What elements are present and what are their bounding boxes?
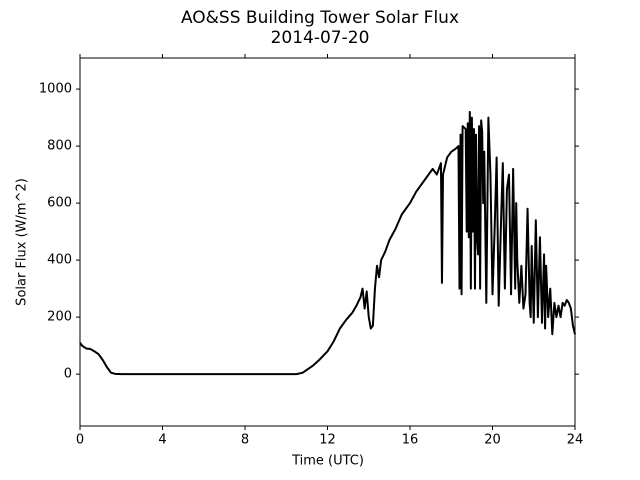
y-tick-label: 1000 <box>39 82 72 97</box>
x-tick-label: 24 <box>567 433 584 448</box>
chart-title: AO&SS Building Tower Solar Flux <box>181 8 459 28</box>
x-tick-label: 4 <box>158 433 166 448</box>
x-tick-label: 8 <box>241 433 249 448</box>
y-tick-label: 200 <box>47 310 72 325</box>
flux-line <box>79 110 576 376</box>
x-tick-label: 0 <box>76 433 84 448</box>
x-tick-label: 20 <box>484 433 501 448</box>
y-tick-label: 400 <box>47 253 72 268</box>
x-tick-label: 16 <box>402 433 419 448</box>
x-tick-label: 12 <box>319 433 336 448</box>
x-axis-label: Time (UTC) <box>291 454 364 469</box>
y-tick-label: 800 <box>47 139 72 154</box>
y-tick-label: 600 <box>47 196 72 211</box>
chart-subtitle: 2014-07-20 <box>271 28 370 48</box>
y-axis-label: Solar Flux (W/m^2) <box>15 178 30 306</box>
y-tick-label: 0 <box>64 367 72 382</box>
